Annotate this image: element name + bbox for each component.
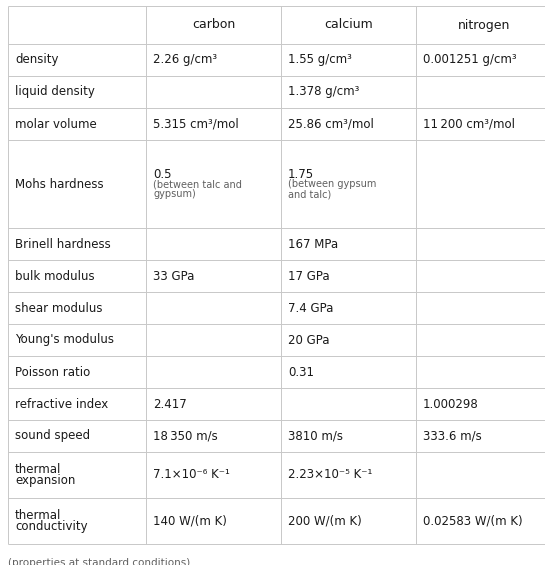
Text: 20 GPa: 20 GPa xyxy=(288,333,330,346)
Text: 11 200 cm³/mol: 11 200 cm³/mol xyxy=(423,118,515,131)
Text: 33 GPa: 33 GPa xyxy=(153,270,195,282)
Text: 0.001251 g/cm³: 0.001251 g/cm³ xyxy=(423,54,517,67)
Text: 2.417: 2.417 xyxy=(153,398,187,411)
Text: (between gypsum: (between gypsum xyxy=(288,179,377,189)
Text: liquid density: liquid density xyxy=(15,85,95,98)
Text: thermal: thermal xyxy=(15,463,62,476)
Text: (properties at standard conditions): (properties at standard conditions) xyxy=(8,558,190,565)
Text: shear modulus: shear modulus xyxy=(15,302,102,315)
Text: expansion: expansion xyxy=(15,474,75,487)
Text: molar volume: molar volume xyxy=(15,118,97,131)
Text: refractive index: refractive index xyxy=(15,398,108,411)
Text: and talc): and talc) xyxy=(288,189,331,199)
Text: (between talc and: (between talc and xyxy=(153,179,242,189)
Text: 18 350 m/s: 18 350 m/s xyxy=(153,429,218,442)
Text: conductivity: conductivity xyxy=(15,520,88,533)
Text: 140 W/(m K): 140 W/(m K) xyxy=(153,515,227,528)
Text: 3810 m/s: 3810 m/s xyxy=(288,429,343,442)
Text: 1.75: 1.75 xyxy=(288,168,314,181)
Text: 1.378 g/cm³: 1.378 g/cm³ xyxy=(288,85,359,98)
Text: 2.26 g/cm³: 2.26 g/cm³ xyxy=(153,54,217,67)
Text: 25.86 cm³/mol: 25.86 cm³/mol xyxy=(288,118,374,131)
Text: Poisson ratio: Poisson ratio xyxy=(15,366,90,379)
Text: 17 GPa: 17 GPa xyxy=(288,270,330,282)
Text: 0.31: 0.31 xyxy=(288,366,314,379)
Text: bulk modulus: bulk modulus xyxy=(15,270,95,282)
Text: thermal: thermal xyxy=(15,509,62,522)
Text: 200 W/(m K): 200 W/(m K) xyxy=(288,515,362,528)
Text: Young's modulus: Young's modulus xyxy=(15,333,114,346)
Text: 2.23×10⁻⁵ K⁻¹: 2.23×10⁻⁵ K⁻¹ xyxy=(288,468,372,481)
Text: nitrogen: nitrogen xyxy=(458,19,511,32)
Text: carbon: carbon xyxy=(192,19,235,32)
Text: calcium: calcium xyxy=(324,19,373,32)
Text: 333.6 m/s: 333.6 m/s xyxy=(423,429,482,442)
Text: Brinell hardness: Brinell hardness xyxy=(15,237,111,250)
Text: gypsum): gypsum) xyxy=(153,189,196,199)
Text: 1.55 g/cm³: 1.55 g/cm³ xyxy=(288,54,352,67)
Text: Mohs hardness: Mohs hardness xyxy=(15,177,104,190)
Text: 1.000298: 1.000298 xyxy=(423,398,479,411)
Text: 5.315 cm³/mol: 5.315 cm³/mol xyxy=(153,118,239,131)
Text: 0.02583 W/(m K): 0.02583 W/(m K) xyxy=(423,515,523,528)
Text: sound speed: sound speed xyxy=(15,429,90,442)
Text: density: density xyxy=(15,54,58,67)
Text: 0.5: 0.5 xyxy=(153,168,172,181)
Text: 7.4 GPa: 7.4 GPa xyxy=(288,302,334,315)
Text: 7.1×10⁻⁶ K⁻¹: 7.1×10⁻⁶ K⁻¹ xyxy=(153,468,230,481)
Text: 167 MPa: 167 MPa xyxy=(288,237,338,250)
